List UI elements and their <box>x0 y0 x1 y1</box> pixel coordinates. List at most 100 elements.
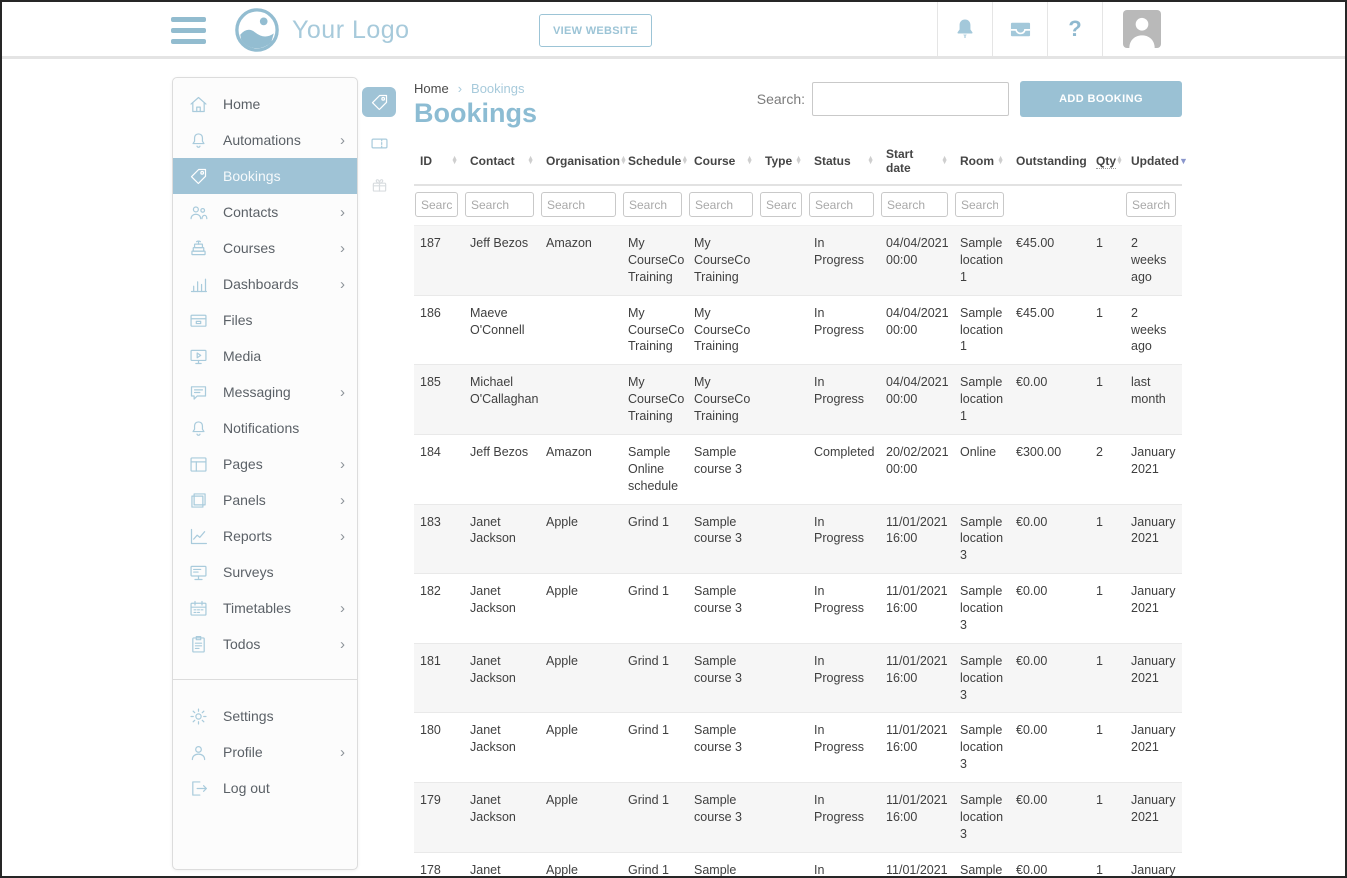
global-search-input[interactable] <box>812 82 1009 116</box>
cell-room: Sample location 1 <box>954 295 1010 366</box>
inbox-button[interactable] <box>992 2 1047 56</box>
breadcrumb-home-link[interactable]: Home <box>414 81 449 96</box>
cell-qty: 1 <box>1090 712 1125 783</box>
filter-input-organisation[interactable] <box>541 192 616 217</box>
sidebar-item-messaging[interactable]: Messaging › <box>173 374 357 410</box>
filter-input-id[interactable] <box>415 192 458 217</box>
filter-input-course[interactable] <box>689 192 753 217</box>
user-menu-button[interactable] <box>1102 2 1178 56</box>
table-row[interactable]: 182 Janet Jackson Apple Grind 1 Sample cours… <box>414 573 1182 644</box>
sidebar-item-label: Courses <box>223 240 276 256</box>
sidebar-item-notifications[interactable]: Notifications <box>173 410 357 446</box>
table-row[interactable]: 185 Michael O'Callaghan My CourseCo Traini… <box>414 364 1182 435</box>
column-header-schedule[interactable]: Schedule ▲ ▼ <box>622 141 688 186</box>
notifications-button[interactable] <box>937 2 992 56</box>
cell-course: My CourseCo Training <box>688 295 759 366</box>
timetables-icon <box>187 597 209 619</box>
sidebar-item-pages[interactable]: Pages › <box>173 446 357 482</box>
view-website-button[interactable]: VIEW WEBSITE <box>539 14 652 47</box>
sidebar-item-contacts[interactable]: Contacts › <box>173 194 357 230</box>
panels-icon <box>187 489 209 511</box>
sidebar-item-log-out[interactable]: Log out <box>173 770 357 806</box>
filter-input-room[interactable] <box>955 192 1004 217</box>
cell-room: Sample location 1 <box>954 364 1010 435</box>
avatar <box>1123 10 1161 48</box>
column-header-updated[interactable]: Updated ▼ <box>1125 141 1188 186</box>
column-header-status[interactable]: Status ▲ ▼ <box>808 141 880 186</box>
cell-schedule: Grind 1 <box>622 573 688 644</box>
chevron-right-icon: › <box>340 275 345 293</box>
sidebar-item-settings[interactable]: Settings <box>173 698 357 734</box>
sidebar-item-media[interactable]: Media <box>173 338 357 374</box>
cell-qty: 1 <box>1090 782 1125 853</box>
sidebar-item-surveys[interactable]: Surveys <box>173 554 357 590</box>
chevron-right-icon: › <box>340 239 345 257</box>
cell-course: Sample course 3 <box>688 782 759 853</box>
filter-input-start-date[interactable] <box>881 192 948 217</box>
table-row[interactable]: 180 Janet Jackson Apple Grind 1 Sample cours… <box>414 712 1182 783</box>
filter-input-updated[interactable] <box>1126 192 1176 217</box>
cell-organisation: Apple <box>540 782 622 853</box>
tag-icon <box>187 165 209 187</box>
filter-cell-organisation <box>540 185 622 226</box>
subnav-tickets-button[interactable] <box>362 128 396 158</box>
table-row[interactable]: 183 Janet Jackson Apple Grind 1 Sample cours… <box>414 504 1182 575</box>
column-header-room[interactable]: Room ▲ ▼ <box>954 141 1010 186</box>
sidebar-item-courses[interactable]: Courses › <box>173 230 357 266</box>
sidebar-item-reports[interactable]: Reports › <box>173 518 357 554</box>
cell-outstanding: €0.00 <box>1010 364 1090 435</box>
top-header: Your Logo VIEW WEBSITE <box>2 2 1345 59</box>
sidebar-item-label: Messaging <box>223 384 291 400</box>
breadcrumb-separator: › <box>457 81 463 96</box>
column-header-course[interactable]: Course ▲ ▼ <box>688 141 759 186</box>
sidebar-item-dashboards[interactable]: Dashboards › <box>173 266 357 302</box>
filter-input-contact[interactable] <box>465 192 534 217</box>
sidebar-item-label: Files <box>223 312 253 328</box>
cell-room: Sample location 3 <box>954 573 1010 644</box>
filter-input-status[interactable] <box>809 192 874 217</box>
column-header-type[interactable]: Type ▲ ▼ <box>759 141 808 186</box>
cell-room: Sample location 1 <box>954 225 1010 296</box>
cell-start-date: 11/01/2021 16:00 <box>880 852 954 876</box>
table-row[interactable]: 181 Janet Jackson Apple Grind 1 Sample cours… <box>414 643 1182 714</box>
sidebar: Home Automations › Bookings Contacts › Courses… <box>172 77 358 870</box>
cell-start-date: 04/04/2021 00:00 <box>880 295 954 366</box>
column-header-organisation[interactable]: Organisation ▲ ▼ <box>540 141 627 186</box>
cell-type <box>759 852 808 876</box>
subnav-promotions-button[interactable] <box>362 169 396 199</box>
cell-start-date: 11/01/2021 16:00 <box>880 712 954 783</box>
filter-input-schedule[interactable] <box>623 192 682 217</box>
sidebar-item-todos[interactable]: Todos › <box>173 626 357 662</box>
logo[interactable]: Your Logo <box>234 7 410 53</box>
cell-id: 178 <box>414 852 464 876</box>
cell-contact: Janet Jackson <box>464 643 540 714</box>
cell-organisation: Apple <box>540 504 622 575</box>
table-row[interactable]: 186 Maeve O'Connell My CourseCo Training My… <box>414 295 1182 366</box>
column-header-contact[interactable]: Contact ▲ ▼ <box>464 141 540 186</box>
sidebar-item-timetables[interactable]: Timetables › <box>173 590 357 626</box>
sidebar-item-home[interactable]: Home <box>173 86 357 122</box>
filter-input-type[interactable] <box>760 192 802 217</box>
column-header-start-date[interactable]: Start date ▲ ▼ <box>880 141 954 186</box>
sidebar-item-profile[interactable]: Profile › <box>173 734 357 770</box>
breadcrumb-current-link[interactable]: Bookings <box>471 81 525 96</box>
cell-updated: January 2021 <box>1125 573 1182 644</box>
sidebar-item-label: Profile <box>223 744 263 760</box>
sidebar-item-bookings[interactable]: Bookings <box>173 158 357 194</box>
column-header-qty[interactable]: Qty ▲ ▼ <box>1090 141 1125 186</box>
table-row[interactable]: 184 Jeff Bezos Amazon Sample Online schedul… <box>414 434 1182 505</box>
add-booking-button[interactable]: ADD BOOKING <box>1020 81 1182 117</box>
cell-contact: Michael O'Callaghan <box>464 364 540 435</box>
sidebar-item-panels[interactable]: Panels › <box>173 482 357 518</box>
sidebar-item-files[interactable]: Files <box>173 302 357 338</box>
help-icon: ? <box>1068 16 1082 41</box>
table-row[interactable]: 187 Jeff Bezos Amazon My CourseCo Training M… <box>414 225 1182 296</box>
hamburger-menu-icon[interactable] <box>171 17 206 44</box>
subnav-bookings-tag-button[interactable] <box>362 87 396 117</box>
help-button[interactable]: ? <box>1047 2 1102 56</box>
column-header-id[interactable]: ID ▲ ▼ <box>414 141 464 186</box>
sidebar-item-automations[interactable]: Automations › <box>173 122 357 158</box>
cell-qty: 1 <box>1090 295 1125 366</box>
table-row[interactable]: 179 Janet Jackson Apple Grind 1 Sample cours… <box>414 782 1182 853</box>
